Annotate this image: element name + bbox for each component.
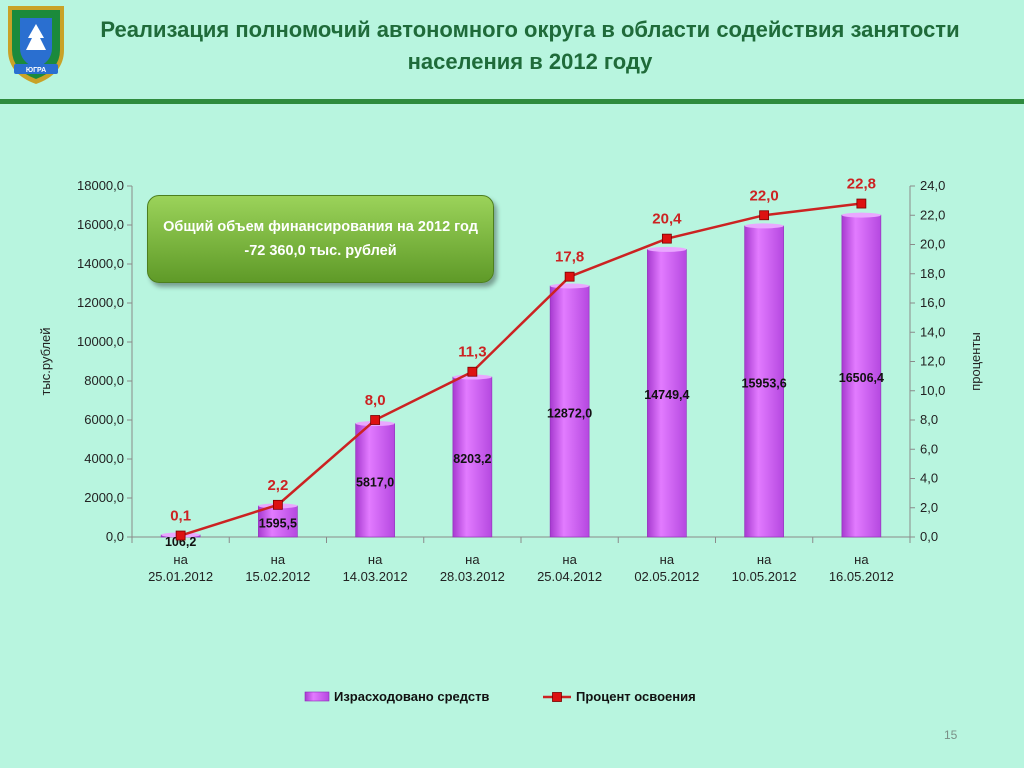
percent-value-label: 11,3 [458,344,486,361]
percent-marker [467,366,478,377]
header: ЮГРА Реализация полномочий автономного о… [0,0,1024,104]
bar-value-label: 8203,2 [453,452,491,466]
left-tick-label: 14000,0 [77,256,124,271]
bar-value-label: 14749,4 [644,388,689,402]
x-tick-label: на 02.05.2012 [634,552,699,584]
bar [258,505,298,538]
page-title: Реализация полномочий автономного округа… [100,17,960,74]
left-tick-label: 10000,0 [77,334,124,349]
bar-value-label: 16506,4 [839,371,884,385]
y-axis-label: тыс.рублей [38,327,53,395]
legend-bar-swatch [304,691,330,702]
bar-value-label: 12872,0 [547,406,592,420]
bar-cap [841,212,881,218]
percent-value-label: 8,0 [365,392,386,409]
percent-marker [272,499,283,510]
header-divider [0,99,1024,104]
right-tick-label: 16,0 [920,295,945,310]
bar [355,423,395,538]
bar-cap [744,223,784,229]
x-tick-label: на 15.02.2012 [245,552,310,584]
left-tick-label: 2000,0 [84,490,124,505]
bar-value-label: 106,2 [165,535,196,549]
right-tick-label: 14,0 [920,324,945,339]
right-tick-label: 6,0 [920,441,938,456]
percent-value-label: 17,8 [555,249,584,266]
right-tick-label: 12,0 [920,354,945,369]
right-tick-label: 24,0 [920,178,945,193]
percent-marker [175,530,186,541]
bar [841,214,882,538]
percent-value-label: 2,2 [267,477,288,494]
bar-value-label: 5817,0 [356,475,394,489]
right-tick-label: 4,0 [920,471,938,486]
bar [549,285,590,538]
right-tick-label: 2,0 [920,500,938,515]
bar [647,249,687,538]
bar [744,225,784,538]
page-number: 15 [944,728,958,742]
percent-marker [856,198,867,209]
left-tick-label: 4000,0 [84,451,124,466]
legend-line-marker [552,692,562,702]
right-tick-label: 18,0 [920,266,945,281]
percent-marker [370,415,381,425]
bar-cap [550,283,590,289]
right-tick-label: 20,0 [920,237,945,252]
coat-of-arms-logo: ЮГРА [8,6,64,84]
x-tick-label: на 25.04.2012 [537,552,602,584]
percent-value-label: 20,4 [652,211,682,228]
x-tick-label: на 25.01.2012 [148,552,213,584]
right-tick-label: 22,0 [920,207,945,222]
x-tick-label: на 16.05.2012 [829,552,894,584]
left-tick-label: 0,0 [106,529,124,544]
funding-callout: Общий объем финансирования на 2012 год -… [147,195,494,283]
percent-value-label: 0,1 [170,508,191,525]
bar-value-label: 1595,5 [259,516,297,530]
percent-marker [564,271,575,282]
left-tick-label: 6000,0 [84,412,124,427]
left-tick-label: 8000,0 [84,373,124,388]
percent-marker [661,233,672,244]
x-tick-label: на 10.05.2012 [732,552,797,584]
right-tick-label: 10,0 [920,383,945,398]
left-tick-label: 18000,0 [77,178,124,193]
bar-cap [647,246,687,252]
left-tick-label: 12000,0 [77,295,124,310]
right-tick-label: 8,0 [920,412,938,427]
bar-value-label: 15953,6 [742,376,787,390]
percent-value-label: 22,8 [847,176,876,193]
percent-line [180,202,862,537]
legend-bar-label: Израсходовано средств [334,689,489,704]
y2-axis-label: проценты [968,332,983,391]
legend-line-label: Процент освоения [576,689,696,704]
percent-value-label: 22,0 [750,187,779,204]
left-tick-label: 16000,0 [77,217,124,232]
x-tick-label: на 28.03.2012 [440,552,505,584]
x-tick-label: на 14.03.2012 [343,552,408,584]
right-tick-label: 0,0 [920,529,938,544]
percent-marker [759,210,770,221]
bar [452,376,493,538]
logo-text: ЮГРА [26,67,46,74]
